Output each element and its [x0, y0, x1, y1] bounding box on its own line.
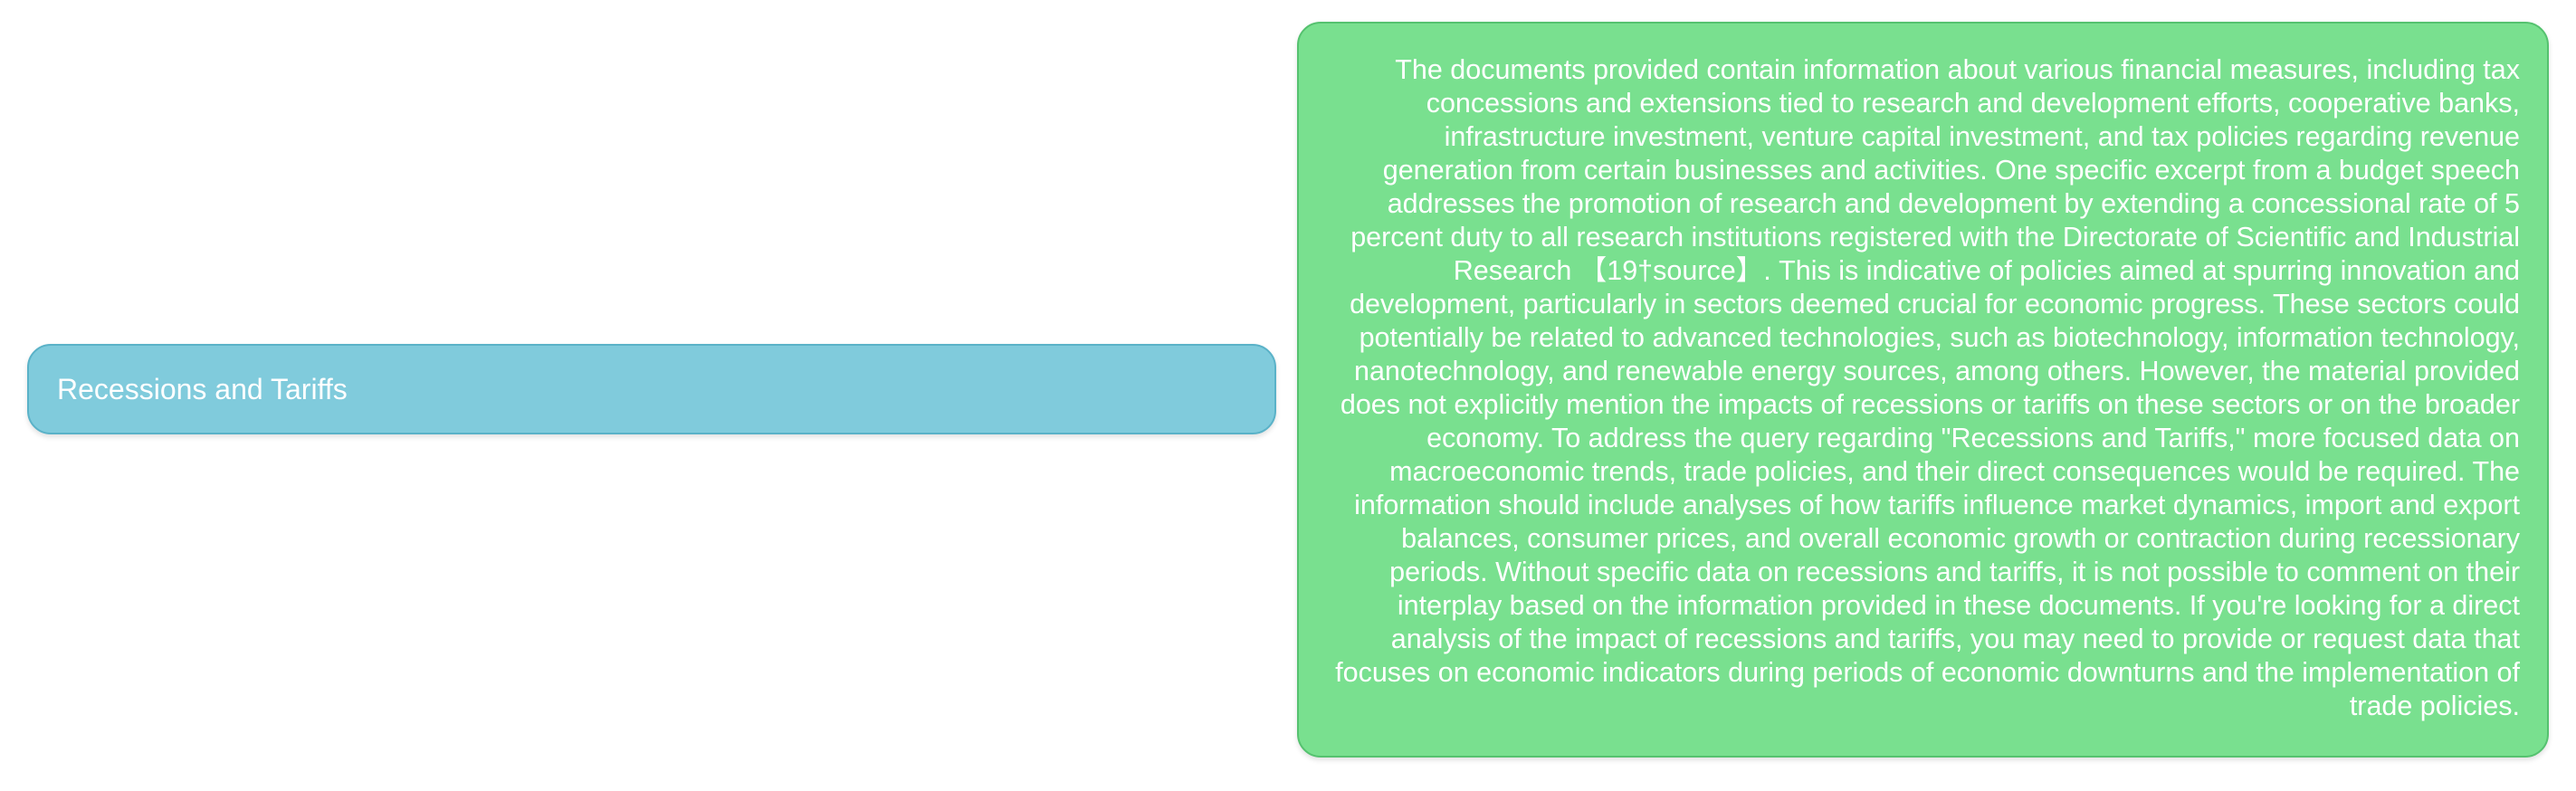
topic-node-label: Recessions and Tariffs: [57, 372, 348, 405]
answer-node[interactable]: The documents provided contain informati…: [1297, 22, 2549, 758]
answer-node-text: The documents provided contain informati…: [1335, 54, 2520, 721]
topic-node[interactable]: Recessions and Tariffs: [27, 344, 1276, 434]
